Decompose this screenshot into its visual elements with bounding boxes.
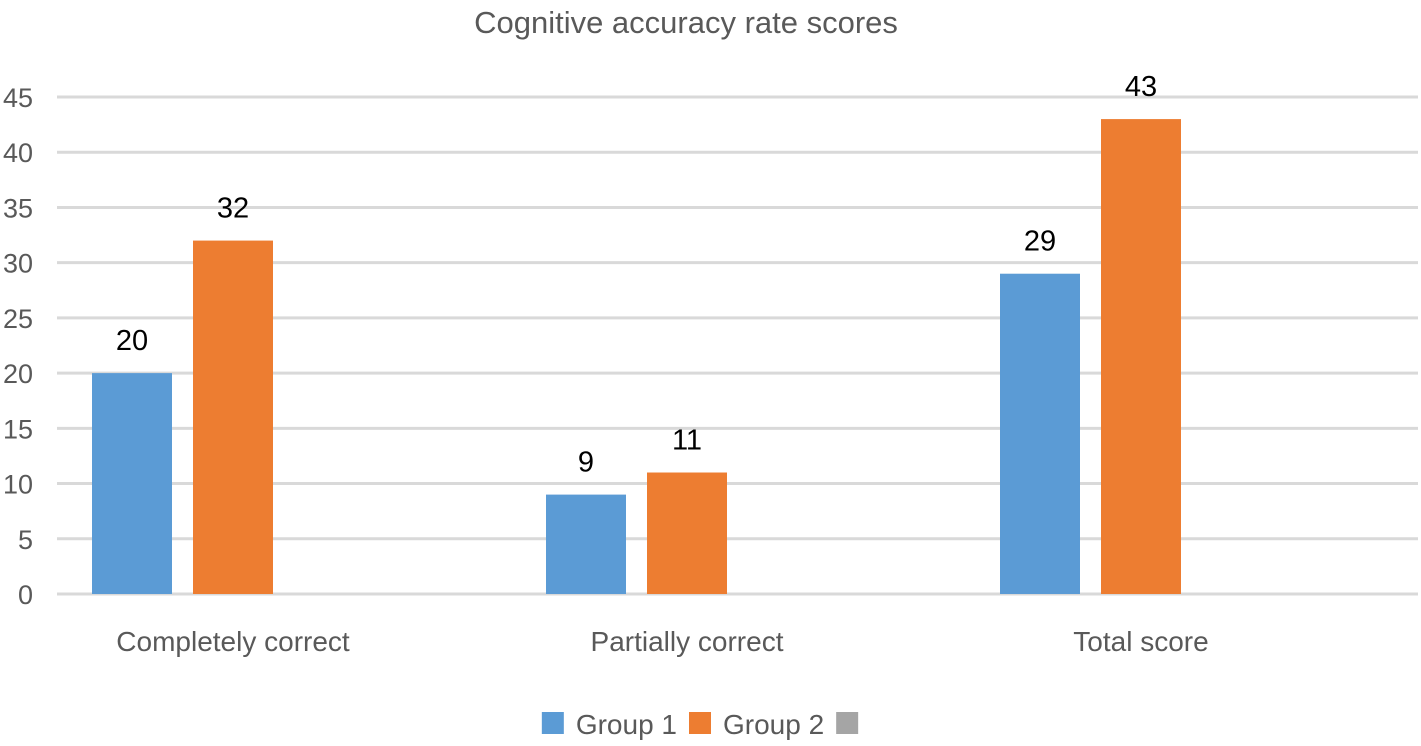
x-axis-categories: Completely correct Partially correct Total…: [116, 626, 1208, 657]
y-tick-label: 20: [3, 359, 33, 389]
data-label: 11: [672, 425, 702, 457]
legend: Group 1 Group 2: [541, 709, 859, 740]
bar: [1101, 119, 1181, 594]
y-axis-ticks: 0 5 10 15 20 25 30 35 40 45: [3, 83, 33, 610]
y-tick-label: 30: [3, 249, 33, 279]
chart-title: Cognitive accuracy rate scores: [474, 5, 898, 40]
data-label: 20: [116, 325, 148, 357]
y-tick-label: 35: [3, 193, 33, 223]
bar: [92, 373, 172, 594]
legend-swatch: [836, 712, 859, 734]
data-label: 29: [1024, 226, 1056, 258]
bar: [1000, 273, 1080, 594]
y-tick-label: 25: [3, 304, 33, 334]
bars: [92, 119, 1181, 595]
y-tick-label: 40: [3, 138, 33, 168]
data-label: 9: [578, 447, 594, 479]
x-category-label: Partially correct: [591, 626, 784, 657]
legend-swatch: [541, 712, 564, 734]
legend-swatch: [689, 712, 711, 734]
bar: [647, 472, 727, 594]
y-tick-label: 45: [3, 83, 33, 113]
data-label: 43: [1125, 71, 1157, 103]
x-category-label: Total score: [1073, 626, 1208, 657]
bar: [193, 240, 273, 595]
x-category-label: Completely correct: [116, 626, 350, 657]
y-tick-label: 15: [3, 414, 33, 444]
data-labels: 20 32 9 11 29 43: [116, 71, 1157, 479]
bar: [546, 494, 626, 594]
y-tick-label: 0: [18, 580, 33, 610]
y-tick-label: 5: [18, 525, 33, 555]
legend-label: Group 1: [576, 709, 677, 740]
data-label: 32: [217, 193, 249, 225]
legend-label: Group 2: [723, 709, 824, 740]
y-tick-label: 10: [3, 470, 33, 500]
gridlines: [57, 95, 1418, 596]
